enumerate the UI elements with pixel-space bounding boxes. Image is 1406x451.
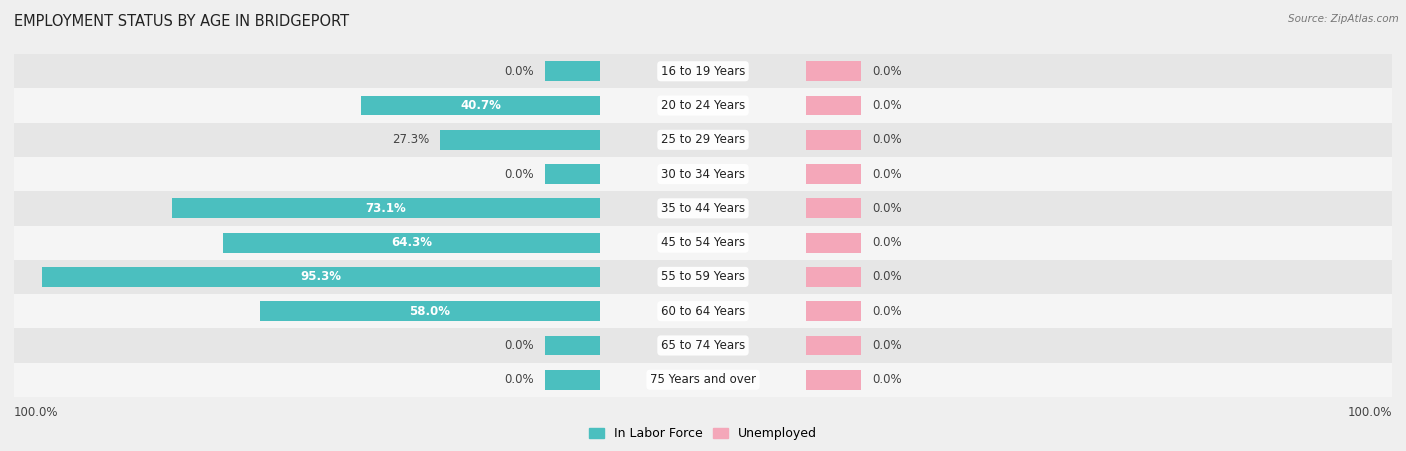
Bar [807,336,862,355]
Text: 65 to 74 Years: 65 to 74 Years [661,339,745,352]
Bar [807,267,862,287]
Bar [14,328,1392,363]
Text: 16 to 19 Years: 16 to 19 Years [661,65,745,78]
Text: 0.0%: 0.0% [872,202,901,215]
Text: 35 to 44 Years: 35 to 44 Years [661,202,745,215]
Bar [224,233,599,253]
Text: 0.0%: 0.0% [872,133,901,146]
Bar [14,157,1392,191]
Bar [807,61,862,81]
Text: 25 to 29 Years: 25 to 29 Years [661,133,745,146]
Text: 20 to 24 Years: 20 to 24 Years [661,99,745,112]
Text: Source: ZipAtlas.com: Source: ZipAtlas.com [1288,14,1399,23]
Bar [544,164,599,184]
Bar [807,370,862,390]
Text: 0.0%: 0.0% [872,99,901,112]
Bar [14,88,1392,123]
Text: 0.0%: 0.0% [872,168,901,180]
Text: 0.0%: 0.0% [872,373,901,386]
Text: 30 to 34 Years: 30 to 34 Years [661,168,745,180]
Text: 0.0%: 0.0% [505,168,534,180]
Text: 27.3%: 27.3% [392,133,429,146]
Text: 60 to 64 Years: 60 to 64 Years [661,305,745,318]
Bar [361,96,599,115]
Text: 0.0%: 0.0% [505,65,534,78]
Bar [807,96,862,115]
Bar [14,294,1392,328]
Text: 0.0%: 0.0% [505,339,534,352]
Bar [14,226,1392,260]
Text: 0.0%: 0.0% [872,339,901,352]
Text: 45 to 54 Years: 45 to 54 Years [661,236,745,249]
Legend: In Labor Force, Unemployed: In Labor Force, Unemployed [583,423,823,446]
Text: 73.1%: 73.1% [366,202,406,215]
Bar [807,198,862,218]
Text: 100.0%: 100.0% [1347,406,1392,419]
Bar [807,164,862,184]
Bar [14,123,1392,157]
Bar [807,233,862,253]
Text: 0.0%: 0.0% [872,236,901,249]
Bar [172,198,599,218]
Bar [42,267,599,287]
Bar [14,54,1392,88]
Text: 0.0%: 0.0% [505,373,534,386]
Bar [14,363,1392,397]
Bar [544,61,599,81]
Text: 0.0%: 0.0% [872,65,901,78]
Text: 0.0%: 0.0% [872,305,901,318]
Bar [440,130,599,150]
Bar [807,130,862,150]
Bar [544,370,599,390]
Bar [14,191,1392,226]
Text: 58.0%: 58.0% [409,305,450,318]
Text: 40.7%: 40.7% [460,99,501,112]
Text: 100.0%: 100.0% [14,406,59,419]
Text: 95.3%: 95.3% [299,271,342,283]
Text: EMPLOYMENT STATUS BY AGE IN BRIDGEPORT: EMPLOYMENT STATUS BY AGE IN BRIDGEPORT [14,14,349,28]
Text: 64.3%: 64.3% [391,236,432,249]
Text: 0.0%: 0.0% [872,271,901,283]
Text: 75 Years and over: 75 Years and over [650,373,756,386]
Bar [260,301,599,321]
Text: 55 to 59 Years: 55 to 59 Years [661,271,745,283]
Bar [807,301,862,321]
Bar [544,336,599,355]
Bar [14,260,1392,294]
